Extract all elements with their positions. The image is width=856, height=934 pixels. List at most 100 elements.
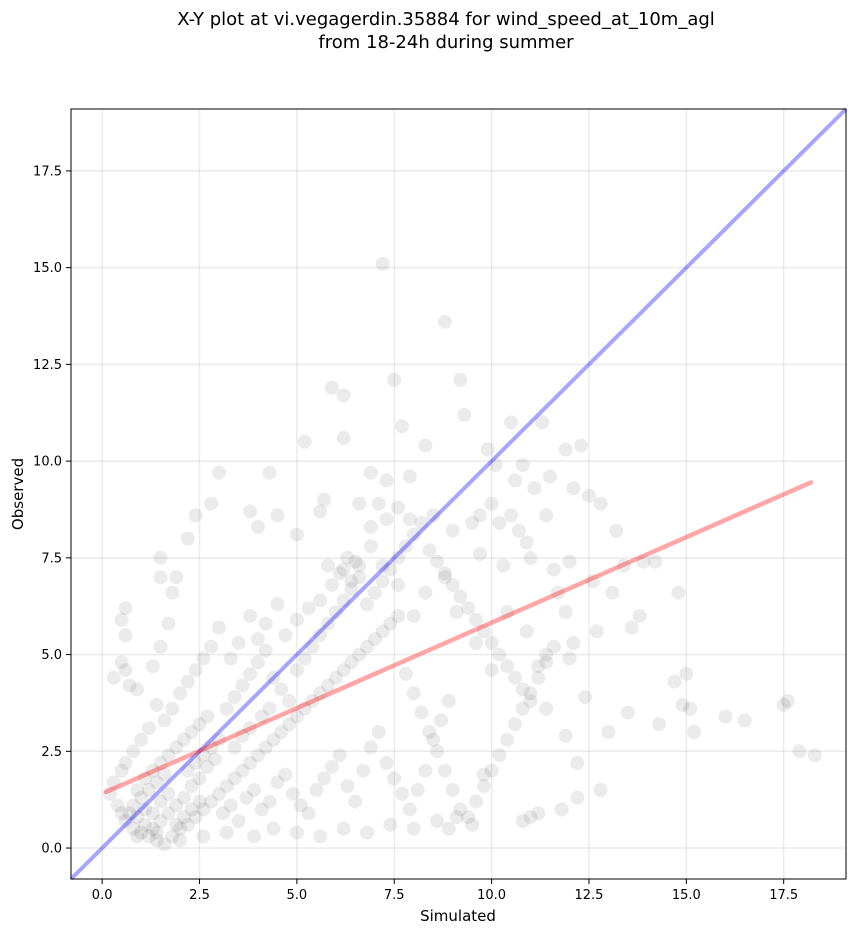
- scatter-point: [593, 496, 608, 511]
- scatter-point: [352, 570, 367, 585]
- scatter-point: [145, 806, 160, 821]
- scatter-point: [118, 663, 133, 678]
- scatter-point: [138, 817, 152, 832]
- scatter-point: [270, 508, 285, 523]
- scatter-point: [422, 725, 437, 739]
- scatter-point: [402, 469, 417, 484]
- scatter-point: [208, 752, 223, 767]
- scatter-point: [231, 814, 246, 828]
- scatter-point: [188, 508, 203, 523]
- scatter-point: [297, 701, 312, 716]
- scatter-point: [391, 577, 406, 592]
- scatter-point: [114, 763, 129, 778]
- scatter-point: [145, 821, 160, 836]
- scatter-point: [141, 829, 156, 844]
- scatter-point: [289, 825, 304, 840]
- y-axis-label: Observed: [9, 458, 27, 530]
- scatter-point: [130, 682, 145, 697]
- scatter-point: [531, 659, 546, 674]
- chart-title: X-Y plot at vi.vegagerdin.35884 for wind…: [177, 9, 715, 30]
- scatter-point: [165, 701, 180, 716]
- scatter-point: [515, 814, 530, 828]
- scatter-point: [309, 783, 324, 797]
- identity-line: [69, 107, 848, 881]
- fit-lines: [69, 107, 848, 881]
- scatter-point: [258, 643, 273, 658]
- scatter-point: [305, 694, 320, 708]
- scatter-point: [130, 783, 145, 797]
- y-tick-label: 5.0: [41, 648, 62, 663]
- scatter-point: [289, 663, 304, 678]
- scatter-point: [562, 554, 577, 569]
- scatter-point: [402, 512, 417, 527]
- scatter-point: [336, 388, 351, 403]
- scatter-point: [126, 744, 141, 759]
- scatter-point: [118, 755, 133, 770]
- scatter-point: [679, 666, 694, 681]
- scatter-point: [317, 771, 332, 786]
- scatter-point: [395, 419, 409, 434]
- scatter-point: [161, 748, 176, 763]
- scatter-points: [102, 256, 822, 852]
- scatter-point: [430, 554, 445, 569]
- y-tick-label: 12.5: [33, 358, 62, 373]
- scatter-point: [313, 829, 328, 844]
- scatter-point: [153, 550, 168, 565]
- scatter-point: [360, 639, 374, 654]
- scatter-point: [336, 562, 351, 577]
- scatter-point: [457, 407, 472, 422]
- scatter-point: [356, 763, 371, 778]
- scatter-point: [118, 601, 133, 616]
- scatter-point: [508, 717, 522, 732]
- scatter-point: [204, 740, 219, 755]
- scatter-point: [535, 415, 550, 430]
- scatter-point: [406, 527, 421, 542]
- scatter-point: [247, 829, 261, 844]
- scatter-point: [161, 616, 176, 631]
- scatter-point: [539, 647, 554, 662]
- scatter-point: [313, 628, 328, 643]
- y-tick-label: 0.0: [41, 842, 62, 857]
- scatter-point: [539, 655, 554, 670]
- regression-line: [103, 480, 814, 795]
- scatter-point: [336, 593, 351, 608]
- scatter-point: [449, 605, 464, 619]
- scatter-point: [609, 523, 624, 538]
- scatter-point: [270, 775, 285, 790]
- scatter-point: [250, 632, 265, 647]
- scatter-point: [328, 670, 343, 685]
- scatter-point: [153, 570, 168, 585]
- scatter-point: [173, 833, 187, 848]
- scatter-point: [169, 740, 184, 755]
- scatter-point: [344, 574, 359, 589]
- scatter-point: [488, 458, 503, 472]
- scatter-point: [321, 616, 335, 631]
- scatter-point: [418, 438, 433, 453]
- scatter-point: [601, 725, 616, 739]
- scatter-point: [188, 663, 203, 678]
- scatter-point: [605, 585, 620, 600]
- scatter-point: [266, 821, 281, 836]
- scatter-point: [274, 725, 289, 739]
- scatter-point: [441, 694, 456, 708]
- scatter-point: [554, 802, 569, 817]
- scatter-point: [231, 636, 246, 650]
- scatter-point: [102, 786, 117, 801]
- scatter-point: [504, 415, 519, 430]
- scatter-point: [215, 806, 230, 821]
- scatter-point: [282, 694, 297, 708]
- scatter-point: [426, 508, 441, 523]
- scatter-point: [250, 519, 265, 534]
- scatter-point: [558, 605, 573, 619]
- scatter-point: [301, 601, 316, 616]
- scatter-point: [391, 608, 406, 623]
- scatter-point: [313, 504, 328, 519]
- x-tick-label: 15.0: [672, 888, 701, 903]
- scatter-point: [134, 732, 149, 747]
- scatter-point: [718, 709, 733, 724]
- scatter-point: [141, 721, 156, 736]
- scatter-point: [675, 697, 690, 712]
- scatter-point: [157, 767, 172, 782]
- scatter-point: [239, 790, 254, 805]
- scatter-point: [504, 508, 519, 523]
